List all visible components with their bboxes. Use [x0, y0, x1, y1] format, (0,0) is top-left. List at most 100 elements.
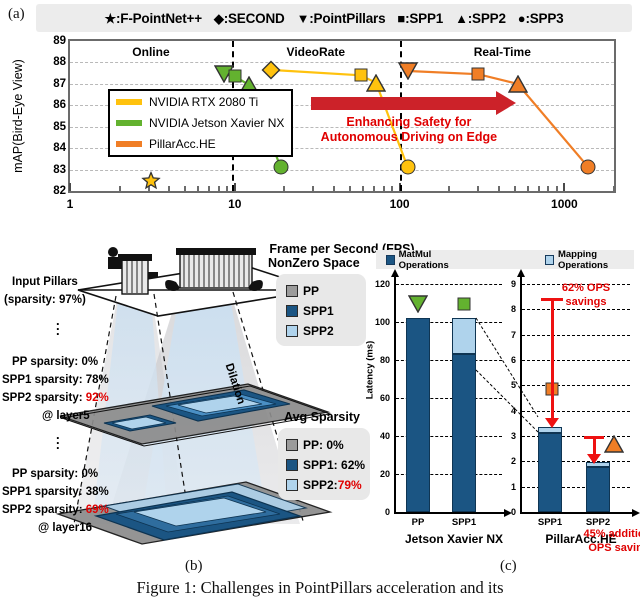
panel-c-pillaracc-gridline [522, 385, 630, 387]
panel-c-jetson-category-PP: PP [411, 517, 425, 528]
legend-label: SPP1: 62% [303, 458, 366, 472]
panel-c-pillaracc-x-axis-arrow [632, 509, 640, 517]
panel-c-savings-arrowhead-0 [545, 418, 559, 429]
panel-c-jetson-y-tick: 60 [379, 393, 390, 403]
chart-a-x-tick-mark [217, 186, 220, 191]
nonzero-legend-row-0: PP [286, 281, 366, 301]
panel-c-jetson-bar-matmul-SPP1 [452, 354, 476, 512]
legend-color-box [545, 254, 554, 265]
panel-c-pillaracc-gridline [522, 284, 630, 285]
panel-c-pillaracc-y-tick: 4 [510, 405, 516, 416]
marker-legend-label: :SPP1 [405, 10, 444, 26]
panel-c-pillaracc-y-axis-arrow [517, 269, 525, 277]
panel-c-pillaracc-y-tick: 0 [510, 507, 516, 517]
legend-label: SPP1 [303, 304, 334, 318]
chart-a-region-divider [399, 41, 402, 191]
safety-annotation-line2: Autonomous Driving on Edge [320, 130, 498, 145]
panel-c-pillaracc-gridline [522, 334, 630, 336]
marker-legend-label: :SPP3 [525, 10, 564, 26]
marker-legend-item-4: ▲:SPP2 [455, 11, 506, 26]
legend-color-box [286, 439, 298, 451]
panel-c-pillaracc-category-SPP2: SPP2 [585, 517, 611, 528]
chart-a-x-tick-mark [526, 186, 529, 191]
panel-c-savings-stem-0 [550, 297, 554, 420]
panel-c-savings-arrowhead-1 [587, 453, 601, 464]
avg-legend-row-0: PP: 0% [286, 435, 370, 455]
panel-c-savings-text-0-line2: savings [565, 295, 607, 308]
panel-c-jetson-gridline [396, 360, 502, 361]
panel-c-pillaracc-y-tick: 2 [510, 456, 516, 467]
chart-a-x-tick-mark [613, 186, 615, 191]
legend-label: Mapping Operations [557, 248, 609, 271]
chart-a-x-tick-mark [208, 186, 211, 191]
chart-a-y-tick: 83 [53, 163, 66, 176]
chart-a-y-tick: 82 [53, 185, 66, 197]
chart-a-legend-row-1: NVIDIA Jetson Xavier NX [116, 113, 291, 134]
panel-c-pillaracc-y-tick: 6 [510, 355, 516, 365]
input-pillars-label-line1: Input Pillars [12, 276, 78, 288]
square-icon: ■ [397, 10, 406, 26]
panel-c-pillaracc-bar-matmul-SPP1 [538, 433, 562, 512]
layer16-spp2-prefix: SPP2 sparsity: [2, 504, 86, 516]
chart-a-x-tick-mark [312, 186, 315, 191]
triangle-down-icon: ▼ [296, 10, 310, 26]
legend-color-box [286, 479, 298, 491]
panel-c-savings-stem-1 [592, 436, 596, 455]
chart-a-gridline [70, 83, 614, 85]
chart-a-y-tick: 85 [53, 120, 66, 133]
legend-color-box [286, 305, 298, 317]
panel-c-pillaracc-x-axis [520, 512, 632, 514]
chart-a-point-2-3 [580, 159, 596, 175]
chart-a-point-0-3 [365, 73, 387, 92]
panel-c-jetson-y-tick: 40 [379, 431, 390, 441]
chart-a-x-tick-mark [497, 186, 500, 191]
panel-c-jetson-marker-SPP1 [457, 297, 471, 311]
circle-icon: ● [517, 10, 526, 26]
panel-c-savings-text-1-line2: OPS savings [588, 542, 640, 554]
chart-a-legend-row-0: NVIDIA RTX 2080 Ti [116, 92, 291, 113]
panel-c-pillaracc-marker-SPP2 [603, 434, 625, 453]
chart-a-series-legend: NVIDIA RTX 2080 Ti NVIDIA Jetson Xavier N… [108, 89, 293, 157]
panel-c-savings-text-1-line1: 45% additional [583, 528, 640, 540]
panel-c-pillaracc-gridline [522, 309, 630, 311]
chart-a-region-label: VideoRate [286, 45, 345, 59]
chart-a-x-tick-mark [555, 186, 558, 191]
panel-c-jetson-y-axis-arrow [391, 269, 399, 277]
chart-a-y-axis-title: mAP(Bird-Eye View) [11, 59, 25, 173]
legend-color-box [286, 459, 298, 471]
chart-a-x-tick-mark [563, 183, 566, 191]
chart-a-x-tick-mark [184, 186, 187, 191]
chart-map-vs-fps: mAP(Bird-Eye View) Frame per Second (FPS… [11, 30, 632, 256]
chart-a-y-tick: 84 [53, 142, 66, 155]
panel-c-pillaracc-gridline [522, 410, 630, 412]
panel-c-jetson-gridline [396, 474, 502, 475]
layer5-label: @ layer5 [42, 410, 90, 422]
chart-a-y-tick: 87 [53, 77, 66, 90]
panel-b-sparsity-diagram: Dilation Input Pillars (sparsity: 97%) .… [0, 246, 372, 566]
chart-a-region-label: Online [132, 45, 170, 59]
panel-c-pillaracc-gridline [522, 360, 630, 361]
chart-a-legend-row-2: PillarAcc.HE [116, 134, 291, 155]
chart-a-x-tick-mark [362, 186, 365, 191]
panel-c-latency-charts: MatMul Operations Mapping Operations Late… [365, 248, 640, 566]
legend-color-box [386, 254, 395, 265]
legend-label: PP [303, 284, 320, 298]
layer16-pp-sparsity: PP sparsity: 0% [12, 468, 99, 480]
chart-a-point-2-2 [507, 74, 528, 93]
chart-a-point-0-0 [141, 171, 161, 191]
chart-a-legend-swatch [116, 120, 142, 126]
chart-a-x-tick: 1000 [551, 197, 578, 211]
panel-c-pillaracc-gridline [522, 486, 630, 488]
panel-c-jetson-y-tick: 20 [379, 469, 390, 479]
chart-a-legend-swatch [116, 99, 142, 105]
panel-c-pillaracc-y-axis [520, 276, 522, 512]
star-icon: ★ [104, 10, 117, 26]
chart-a-x-tick: 10 [228, 197, 242, 211]
chart-a-x-tick-mark [168, 186, 171, 191]
marker-legend-label: :F-PointNet++ [115, 10, 202, 26]
panel-c-letter: (c) [500, 558, 517, 574]
panel-c-jetson-gridline [396, 398, 502, 399]
legend-label: SPP2 [303, 324, 334, 338]
chart-a-x-tick-mark [197, 186, 200, 191]
panel-c-jetson-y-axis [394, 276, 396, 512]
